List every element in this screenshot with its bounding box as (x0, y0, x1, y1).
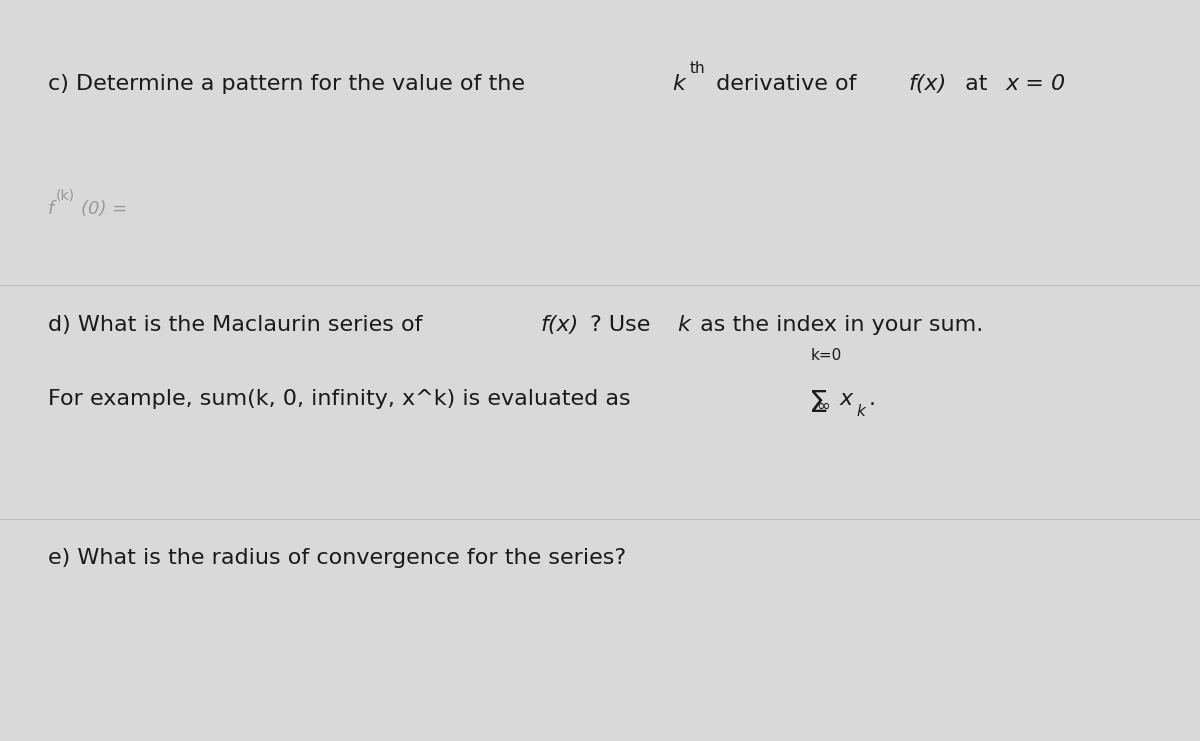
Text: c) Determine a pattern for the value of the: c) Determine a pattern for the value of … (48, 74, 532, 94)
Text: e) What is the radius of convergence for the series?: e) What is the radius of convergence for… (48, 548, 626, 568)
Text: derivative of: derivative of (709, 74, 864, 94)
Text: x = 0: x = 0 (1006, 74, 1066, 94)
Text: (0) =: (0) = (80, 200, 127, 218)
Text: at: at (959, 74, 995, 94)
Text: f(x): f(x) (908, 74, 947, 94)
Text: k: k (857, 404, 865, 419)
Text: Σ: Σ (809, 389, 828, 418)
Text: k=0: k=0 (810, 348, 841, 363)
Text: f(x): f(x) (540, 315, 578, 335)
Text: x: x (840, 389, 853, 409)
Text: For example, sum(k, 0, infinity, x^k) is evaluated as: For example, sum(k, 0, infinity, x^k) is… (48, 389, 637, 409)
Text: f: f (48, 200, 54, 218)
Text: th: th (689, 61, 704, 76)
Text: ? Use: ? Use (589, 315, 658, 335)
Text: (k): (k) (56, 189, 76, 203)
Text: k: k (677, 315, 690, 335)
Text: k: k (673, 74, 685, 94)
Text: d) What is the Maclaurin series of: d) What is the Maclaurin series of (48, 315, 430, 335)
Text: .: . (869, 389, 876, 409)
Text: ∞: ∞ (816, 396, 830, 414)
Text: as the index in your sum.: as the index in your sum. (694, 315, 984, 335)
